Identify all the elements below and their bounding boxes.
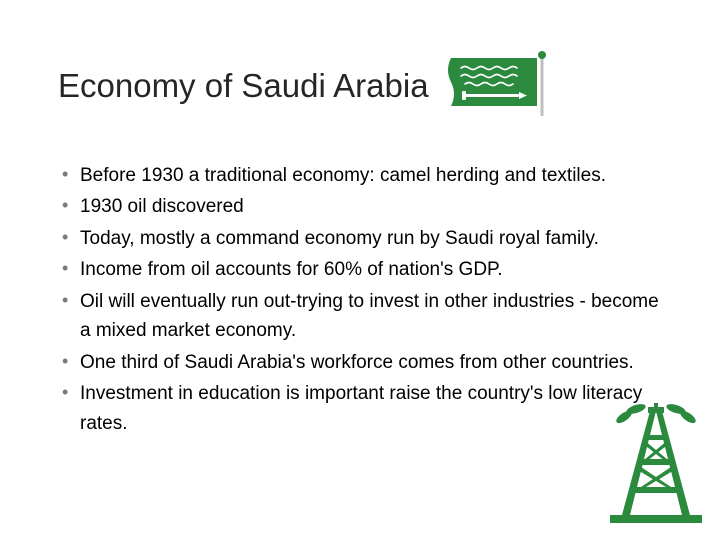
bullet-item: 1930 oil discovered: [62, 192, 670, 221]
bullet-item: Investment in education is important rai…: [62, 379, 670, 438]
slide: Economy of Saudi Arabia: [0, 0, 720, 540]
bullet-item: Before 1930 a traditional economy: camel…: [62, 161, 670, 190]
slide-header: Economy of Saudi Arabia: [58, 50, 670, 121]
slide-title: Economy of Saudi Arabia: [58, 66, 429, 106]
oil-derrick-icon: [610, 403, 702, 528]
bullet-item: Oil will eventually run out-trying to in…: [62, 287, 670, 346]
bullet-item: Today, mostly a command economy run by S…: [62, 224, 670, 253]
bullet-item: Income from oil accounts for 60% of nati…: [62, 255, 670, 284]
bullet-item: One third of Saudi Arabia's workforce co…: [62, 348, 670, 377]
bullet-list: Before 1930 a traditional economy: camel…: [58, 161, 670, 438]
saudi-flag-icon: [447, 50, 547, 121]
